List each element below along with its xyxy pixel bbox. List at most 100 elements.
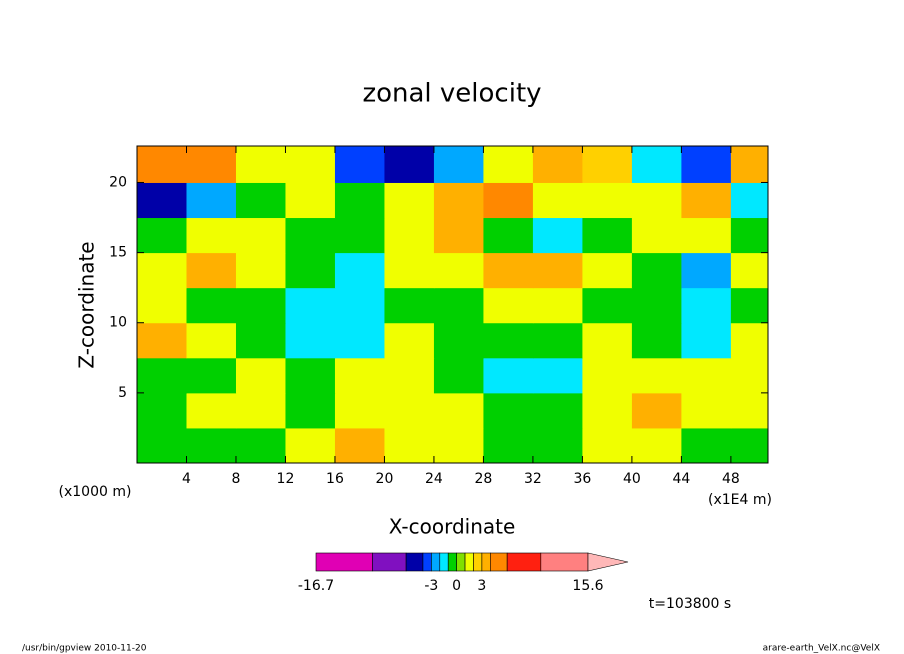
contour-cell xyxy=(582,287,633,324)
contour-cell xyxy=(285,146,336,183)
contour-cell xyxy=(681,287,732,324)
colorbar-segment xyxy=(315,552,373,572)
colorbar-segment xyxy=(481,552,491,572)
colorbar-segment xyxy=(422,552,432,572)
contour-cell xyxy=(235,357,286,394)
contour-cell xyxy=(681,217,732,254)
contour-cell xyxy=(730,357,769,394)
contour-cell xyxy=(384,252,435,289)
contour-cell xyxy=(582,217,633,254)
contour-cell xyxy=(384,427,435,464)
contour-cell xyxy=(235,392,286,429)
contour-cell xyxy=(235,182,286,219)
contour-cell xyxy=(631,146,682,183)
contour-cell xyxy=(186,322,237,359)
contour-cell xyxy=(334,357,385,394)
contour-cell xyxy=(384,217,435,254)
contour-cell xyxy=(582,252,633,289)
contour-cell xyxy=(384,182,435,219)
contour-cell xyxy=(137,322,187,359)
contour-cell xyxy=(631,357,682,394)
contour-cell xyxy=(483,392,534,429)
contour-cell xyxy=(532,322,583,359)
contour-cell xyxy=(433,287,484,324)
contour-cell xyxy=(681,392,732,429)
annotation: t=103800 s xyxy=(649,596,731,612)
contour-cell xyxy=(186,357,237,394)
contour-cell xyxy=(137,392,187,429)
contour-cell xyxy=(483,146,534,183)
contour-cell xyxy=(483,217,534,254)
y-tick-label: 5 xyxy=(118,385,127,401)
contour-cell xyxy=(137,427,187,464)
contour-cell xyxy=(730,252,769,289)
contour-cell xyxy=(186,217,237,254)
x-tick-label: 20 xyxy=(376,471,394,487)
contour-cell xyxy=(631,252,682,289)
y-tick-label: 10 xyxy=(109,315,127,331)
contour-cell xyxy=(137,357,187,394)
x-axis-label: X-coordinate xyxy=(389,515,516,539)
contour-cell xyxy=(730,287,769,324)
contour-cell xyxy=(334,146,385,183)
colorbar-label: -3 xyxy=(424,578,438,594)
contour-cell xyxy=(681,427,732,464)
contour-cell xyxy=(334,427,385,464)
contour-cell xyxy=(186,252,237,289)
x-tick-label: 16 xyxy=(326,471,344,487)
contour-cell xyxy=(681,146,732,183)
contour-cell xyxy=(235,287,286,324)
contour-cell xyxy=(532,427,583,464)
contour-cell xyxy=(433,427,484,464)
contour-cell xyxy=(730,322,769,359)
x-tick-label: 4 xyxy=(182,471,191,487)
contour-cell xyxy=(384,146,435,183)
y-tick-label: 15 xyxy=(109,245,127,261)
contour-cell xyxy=(285,322,336,359)
contour-cell xyxy=(235,322,286,359)
contour-cell xyxy=(285,217,336,254)
contour-cell xyxy=(285,427,336,464)
contour-cell xyxy=(235,427,286,464)
colorbar-segment xyxy=(439,552,449,572)
contour-cell xyxy=(285,182,336,219)
contour-cell xyxy=(433,392,484,429)
contour-cell xyxy=(681,322,732,359)
colorbar-segment xyxy=(456,552,466,572)
chart-title: zonal velocity xyxy=(362,79,541,109)
contour-cell xyxy=(285,392,336,429)
x-tick-label: 40 xyxy=(623,471,641,487)
contour-cell xyxy=(137,252,187,289)
colorbar-segment xyxy=(490,552,508,572)
colorbar-segment xyxy=(540,552,589,572)
contour-cell xyxy=(532,392,583,429)
contour-cell xyxy=(186,427,237,464)
colorbar-label: 3 xyxy=(477,578,486,594)
x-tick-label: 24 xyxy=(425,471,443,487)
contour-cell xyxy=(384,287,435,324)
colorbar-arrow xyxy=(587,552,629,572)
contour-cell xyxy=(433,252,484,289)
contour-cell xyxy=(730,182,769,219)
contour-cell xyxy=(483,182,534,219)
contour-cell xyxy=(433,182,484,219)
contour-cell xyxy=(483,427,534,464)
contour-cell xyxy=(285,357,336,394)
contour-cell xyxy=(582,322,633,359)
contour-cell xyxy=(433,146,484,183)
contour-cell xyxy=(730,146,769,183)
x-tick-label: 12 xyxy=(277,471,295,487)
contour-cell xyxy=(235,252,286,289)
contour-cell xyxy=(433,217,484,254)
contour-cell xyxy=(631,287,682,324)
contour-cell xyxy=(582,427,633,464)
x-tick-label: 8 xyxy=(232,471,241,487)
contour-cell xyxy=(483,287,534,324)
contour-cell xyxy=(681,252,732,289)
contour-cell xyxy=(334,182,385,219)
contour-cell xyxy=(532,287,583,324)
contour-cell xyxy=(334,392,385,429)
contour-cell xyxy=(532,146,583,183)
colorbar-label: 0 xyxy=(452,578,461,594)
